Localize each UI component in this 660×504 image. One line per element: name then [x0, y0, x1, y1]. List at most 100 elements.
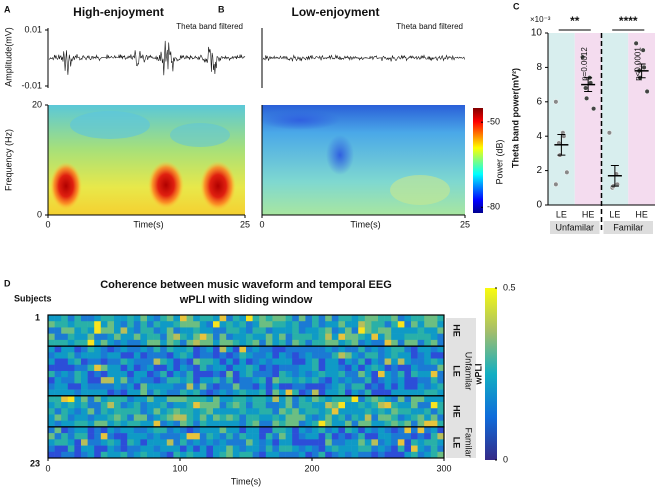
- heatmap-cell: [345, 426, 352, 434]
- heatmap-cell: [147, 402, 154, 409]
- heatmap-cell: [391, 377, 399, 384]
- heatmap-cell: [226, 370, 234, 378]
- heatmap-cell: [219, 445, 227, 453]
- heatmap-cell: [173, 327, 181, 334]
- heatmap-cell: [437, 439, 445, 446]
- heatmap-cell: [351, 377, 359, 384]
- heatmap-cell: [67, 352, 75, 359]
- heatmap-cell: [404, 346, 412, 353]
- heatmap-cell: [252, 451, 260, 459]
- heatmap-cell: [318, 426, 326, 434]
- heatmap-cell: [232, 333, 240, 341]
- heatmap-cell: [173, 383, 181, 390]
- heatmap-cell: [48, 414, 55, 421]
- heatmap-cell: [331, 327, 339, 334]
- heatmap-cell: [173, 433, 181, 440]
- heatmap-cell: [120, 395, 128, 403]
- heatmap-cell: [140, 433, 148, 440]
- heatmap-cell: [411, 377, 418, 384]
- heatmap-cell: [417, 364, 425, 372]
- heatmap-cell: [160, 383, 168, 390]
- heatmap-cell: [298, 321, 306, 328]
- heatmap-cell: [371, 414, 379, 421]
- heatmap-cell: [252, 402, 260, 409]
- heatmap-cell: [246, 451, 253, 459]
- heatmap-cell: [153, 352, 161, 359]
- data-point: [584, 95, 590, 101]
- heatmap-cell: [147, 352, 154, 359]
- spectrogram-a: [48, 105, 245, 215]
- heatmap-cell: [166, 420, 174, 428]
- heatmap-cell: [61, 433, 69, 440]
- heatmap-cell: [351, 408, 359, 415]
- heatmap-cell: [351, 327, 359, 334]
- heatmap-cell: [417, 352, 425, 359]
- heatmap-cell: [430, 327, 438, 334]
- heatmap-cell: [259, 315, 267, 322]
- heatmap-cell: [100, 383, 108, 390]
- heatmap-cell: [193, 315, 201, 322]
- heatmap-cell: [153, 395, 161, 403]
- heatmap-cell: [239, 333, 247, 341]
- colorbar-tick-label: -80: [487, 202, 500, 212]
- heatmap-cell: [430, 315, 438, 322]
- heatmap-cell: [345, 346, 352, 353]
- heatmap-cell: [114, 408, 121, 415]
- heatmap-cell: [292, 426, 300, 434]
- heatmap-cell: [246, 321, 253, 328]
- heatmap-cell: [100, 426, 108, 434]
- heatmap-cell: [364, 395, 372, 403]
- heatmap-cell: [87, 346, 95, 353]
- heatmap-cell: [213, 370, 220, 378]
- y-tick-label: 10: [531, 28, 543, 39]
- heatmap-cell: [312, 433, 319, 440]
- heatmap-cell: [292, 395, 300, 403]
- heatmap-cell: [351, 451, 359, 459]
- heatmap-cell: [74, 327, 82, 334]
- heatmap-cell: [411, 420, 418, 428]
- heatmap-cell: [351, 358, 359, 366]
- heatmap-cell: [378, 315, 385, 322]
- heatmap-cell: [325, 420, 333, 428]
- heatmap-cell: [147, 321, 154, 328]
- heatmap-cell: [120, 420, 128, 428]
- heatmap-cell: [199, 408, 207, 415]
- heatmap-cell: [219, 339, 227, 347]
- heatmap-cell: [173, 402, 181, 409]
- heatmap-cell: [331, 333, 339, 341]
- heatmap-cell: [219, 370, 227, 378]
- x-tick-label: 0: [45, 463, 50, 473]
- heatmap-cell: [279, 445, 286, 453]
- heatmap-cell: [127, 333, 135, 341]
- heatmap-cell: [358, 358, 366, 366]
- heatmap-cell: [279, 389, 286, 397]
- heatmap-cell: [147, 439, 154, 446]
- heatmap-cell: [206, 389, 214, 397]
- heatmap-cell: [54, 346, 62, 353]
- heatmap-cell: [140, 402, 148, 409]
- panel-label: A: [4, 4, 11, 14]
- heatmap-cell: [219, 333, 227, 341]
- heatmap-cell: [246, 358, 253, 366]
- heatmap-cell: [166, 389, 174, 397]
- significance-stars: **: [570, 14, 580, 28]
- heatmap-cell: [397, 352, 405, 359]
- heatmap-cell: [160, 389, 168, 397]
- heatmap-cell: [358, 433, 366, 440]
- heatmap-cell: [298, 395, 306, 403]
- heatmap-cell: [252, 327, 260, 334]
- colorbar-label: Power (dB): [494, 139, 504, 184]
- heatmap-cell: [318, 451, 326, 459]
- heatmap-cell: [345, 402, 352, 409]
- heatmap-cell: [265, 370, 273, 378]
- heatmap-cell: [81, 395, 88, 403]
- heatmap-cell: [437, 389, 445, 397]
- heatmap-cell: [246, 377, 253, 384]
- heatmap-cell: [305, 377, 313, 384]
- heatmap-cell: [173, 315, 181, 322]
- heatmap-cell: [173, 370, 181, 378]
- heatmap-cell: [358, 451, 366, 459]
- heatmap-cell: [430, 439, 438, 446]
- heatmap-cell: [199, 402, 207, 409]
- heatmap-cell: [325, 439, 333, 446]
